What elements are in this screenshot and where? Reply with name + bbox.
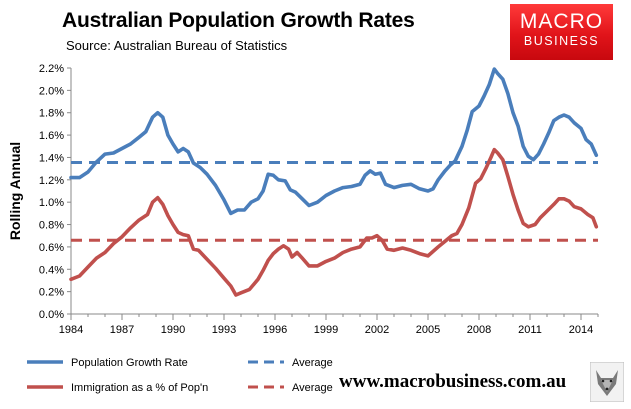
y-tick-label: 0.0% — [39, 309, 64, 321]
y-tick-label: 0.8% — [39, 220, 64, 232]
x-tick-label: 2011 — [518, 324, 542, 336]
y-tick-label: 0.6% — [39, 242, 64, 254]
y-tick-label: 1.4% — [39, 152, 64, 164]
x-tick-label: 1984 — [59, 324, 83, 336]
chart-title: Australian Population Growth Rates — [62, 9, 415, 32]
website-url[interactable]: www.macrobusiness.com.au — [339, 371, 567, 392]
x-tick-label: 2002 — [365, 324, 389, 336]
x-tick-label: 1996 — [263, 324, 287, 336]
y-tick-label: 2.0% — [39, 85, 64, 97]
x-tick-label: 1993 — [212, 324, 236, 336]
y-tick-label: 1.6% — [39, 130, 64, 142]
population-growth-line — [69, 67, 599, 216]
legend-population-average-label: Average — [292, 357, 333, 369]
x-tick-label: 2005 — [416, 324, 440, 336]
y-tick-label: 1.8% — [39, 108, 64, 120]
chart-subtitle: Source: Australian Bureau of Statistics — [66, 38, 288, 53]
y-tick-label: 1.0% — [39, 197, 64, 209]
y-axis-title: Rolling Annual — [7, 142, 23, 240]
y-tick-label: 1.2% — [39, 175, 64, 187]
wolf-mascot-icon — [590, 362, 624, 402]
logo-line-macro: MACRO — [519, 10, 604, 33]
x-tick-label: 2008 — [467, 324, 491, 336]
x-tick-label: 1999 — [314, 324, 338, 336]
x-tick-label: 1987 — [110, 324, 134, 336]
y-tick-label: 2.2% — [39, 63, 64, 75]
legend-immigration-average-label: Average — [292, 382, 333, 394]
y-tick-label: 0.4% — [39, 264, 64, 276]
immigration-line — [69, 147, 599, 297]
legend-immigration-label: Immigration as a % of Pop'n — [71, 382, 208, 394]
y-tick-label: 0.2% — [39, 287, 64, 299]
x-tick-label: 1990 — [161, 324, 185, 336]
legend-population-growth-label: Population Growth Rate — [71, 357, 188, 369]
x-tick-label: 2014 — [569, 324, 593, 336]
macrobusiness-logo[interactable]: MACRO BUSINESS — [510, 4, 613, 60]
logo-line-business: BUSINESS — [523, 34, 600, 48]
